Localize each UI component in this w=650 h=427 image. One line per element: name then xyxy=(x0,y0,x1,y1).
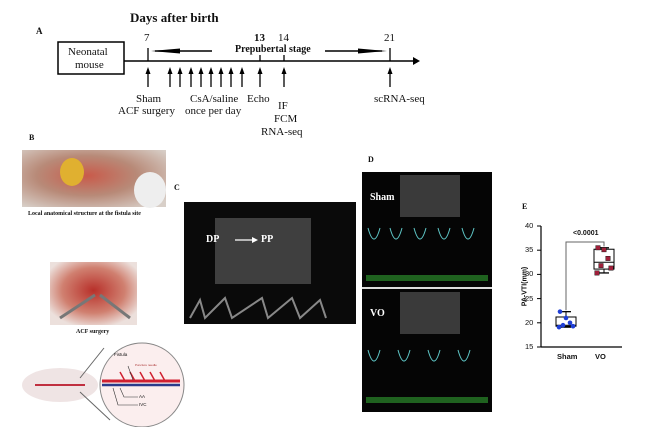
x-tick-label: VO xyxy=(595,352,606,361)
data-point xyxy=(570,323,576,329)
data-point xyxy=(595,245,601,251)
dp-label: DP xyxy=(206,234,220,245)
up-arrow-icon xyxy=(218,67,224,74)
sham-label: Sham xyxy=(370,192,395,203)
doppler-waveform xyxy=(189,296,327,320)
arrow-icon xyxy=(252,237,258,243)
event-label: CsA/saline xyxy=(190,93,239,105)
up-arrow-icon xyxy=(145,67,151,74)
day-label: 14 xyxy=(278,32,289,44)
event-label: RNA-seq xyxy=(261,126,303,138)
pp-label: PP xyxy=(261,234,274,245)
data-point xyxy=(557,309,563,314)
data-point xyxy=(567,320,573,326)
event-label: Echo xyxy=(247,93,270,105)
vo-waveform xyxy=(367,349,471,362)
y-tick-label: 15 xyxy=(525,342,534,351)
box-label-line2: mouse xyxy=(75,59,104,71)
vo-label: VO xyxy=(370,308,385,319)
diagram-label: Fistula xyxy=(114,352,128,357)
pa-vti-box-plot xyxy=(537,225,622,348)
up-arrow-icon xyxy=(188,67,194,74)
neonatal-box xyxy=(57,41,125,75)
event-label: FCM xyxy=(274,113,298,125)
event-label: once per day xyxy=(185,105,242,117)
diagram-label: AA xyxy=(139,394,146,399)
up-arrow-icon xyxy=(167,67,173,74)
day-label: 7 xyxy=(144,32,150,44)
up-arrow-icon xyxy=(208,67,214,74)
data-point xyxy=(594,270,600,276)
data-point xyxy=(560,322,566,328)
timeline-title: Days after birth xyxy=(130,10,219,25)
event-label: Sham xyxy=(136,93,162,105)
photo-caption: ACF surgery xyxy=(76,329,110,335)
significance-bracket xyxy=(565,241,605,311)
up-arrow-icon xyxy=(387,67,393,74)
data-point xyxy=(598,263,604,269)
up-arrow-icon xyxy=(177,67,183,74)
up-arrow-icon xyxy=(257,67,263,74)
y-tick-label: 30 xyxy=(525,269,534,279)
up-arrow-icon xyxy=(228,67,234,74)
sham-waveform xyxy=(367,227,475,240)
diagram-label: IVC xyxy=(139,402,147,407)
stage-label: Prepubertal stage xyxy=(235,44,311,55)
panel-label-e: E xyxy=(522,202,528,211)
y-tick-label: 25 xyxy=(525,293,534,303)
p-value-annotation: <0.0001 xyxy=(573,230,599,237)
y-tick-label: 40 xyxy=(525,221,534,230)
box-label-line1: Neonatal xyxy=(68,46,108,58)
up-arrow-icon xyxy=(239,67,245,74)
photo-detail xyxy=(60,158,84,186)
event-arrows xyxy=(145,67,393,87)
event-label: ACF surgery xyxy=(118,105,175,117)
data-point xyxy=(563,315,569,321)
panel-label-d: D xyxy=(368,155,374,164)
photo-caption: Local anatomical structure at the fistul… xyxy=(28,211,141,217)
timeline-arrowhead xyxy=(413,57,420,65)
panel-label-c: C xyxy=(174,183,180,192)
y-tick-label: 20 xyxy=(525,317,534,327)
event-label: IF xyxy=(278,100,288,112)
up-arrow-icon xyxy=(198,67,204,74)
right-arrow-icon xyxy=(358,48,387,54)
data-point xyxy=(556,324,562,330)
panel-label-b: B xyxy=(29,133,35,142)
data-point xyxy=(605,256,611,261)
timeline-ticks xyxy=(147,48,391,61)
panel-label-a: A xyxy=(36,26,43,36)
diagram-label: Puncture needle xyxy=(135,363,157,367)
up-arrow-icon xyxy=(281,67,287,74)
data-point xyxy=(601,247,607,253)
event-label: scRNA-seq xyxy=(374,93,425,105)
x-tick-label: Sham xyxy=(557,352,578,361)
y-tick-label: 35 xyxy=(525,245,534,255)
day-label: 13 xyxy=(254,32,265,44)
photo-detail xyxy=(134,172,166,208)
data-point xyxy=(608,265,614,271)
left-arrow-icon xyxy=(151,48,180,54)
day-label: 21 xyxy=(384,32,395,44)
